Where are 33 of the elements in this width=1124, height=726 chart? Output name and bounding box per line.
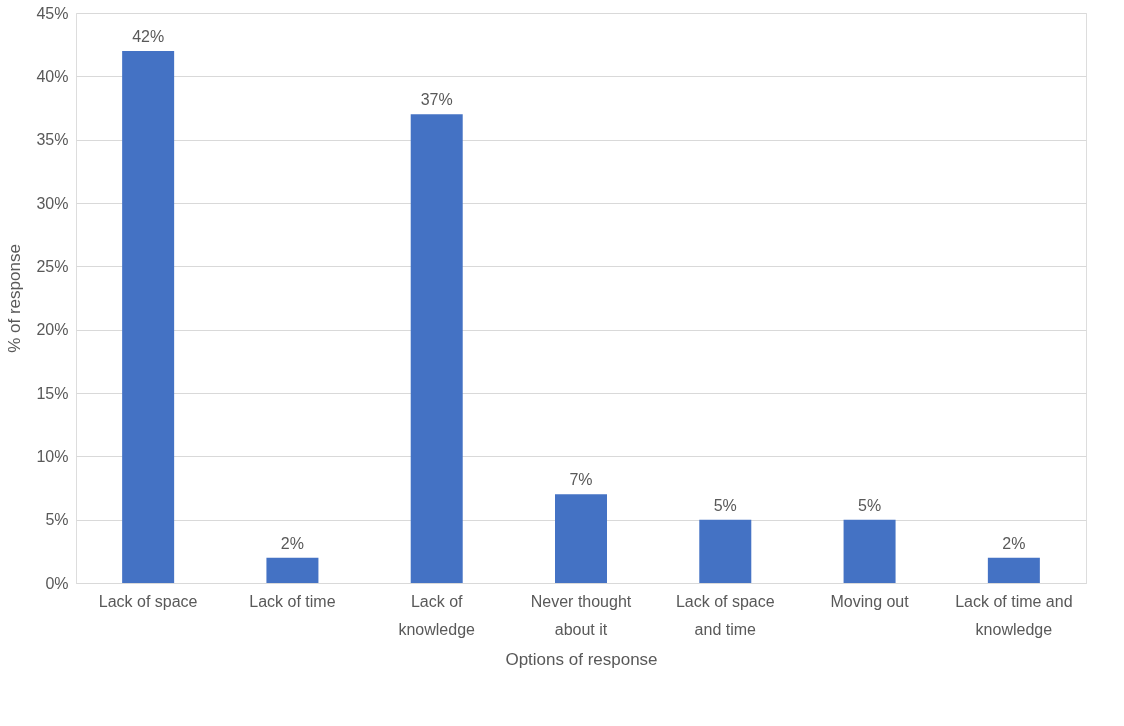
data-label: 5% bbox=[858, 496, 882, 514]
x-tick-label: Never thought about it bbox=[530, 592, 632, 638]
x-tick-label: Lack of time and knowledge bbox=[955, 592, 1073, 638]
x-tick-label: Lack of time bbox=[249, 592, 336, 610]
data-label: 2% bbox=[280, 534, 304, 552]
bar bbox=[266, 557, 319, 583]
y-axis-title: % of response bbox=[5, 244, 25, 353]
y-tick-label: 5% bbox=[45, 511, 69, 529]
bar bbox=[987, 557, 1040, 583]
y-tick-label: 40% bbox=[36, 67, 69, 85]
bar bbox=[555, 494, 607, 583]
data-label: 5% bbox=[713, 496, 737, 514]
x-tick-label: Lack of space and time bbox=[675, 592, 775, 638]
y-tick-label: 30% bbox=[36, 194, 69, 212]
x-tick-label: Lack of space bbox=[98, 592, 198, 610]
y-tick-label: 0% bbox=[45, 574, 69, 592]
y-tick-label: 25% bbox=[36, 257, 69, 275]
x-tick-label: Lack of knowledge bbox=[398, 592, 476, 638]
data-label: 37% bbox=[420, 91, 453, 109]
bar bbox=[699, 519, 752, 583]
bar bbox=[410, 114, 463, 583]
data-label: 2% bbox=[1002, 534, 1026, 552]
y-tick-label: 35% bbox=[36, 131, 69, 149]
x-axis-title: Options of response bbox=[505, 649, 658, 669]
data-label: 7% bbox=[569, 471, 593, 489]
data-label: 42% bbox=[132, 28, 165, 45]
y-tick-label: 10% bbox=[36, 447, 69, 465]
bar bbox=[122, 51, 175, 583]
y-tick-label: 15% bbox=[36, 384, 69, 402]
x-tick-label: Moving out bbox=[830, 592, 910, 610]
bar bbox=[843, 519, 896, 583]
y-tick-label: 45% bbox=[36, 4, 69, 22]
y-tick-label: 20% bbox=[36, 321, 69, 339]
